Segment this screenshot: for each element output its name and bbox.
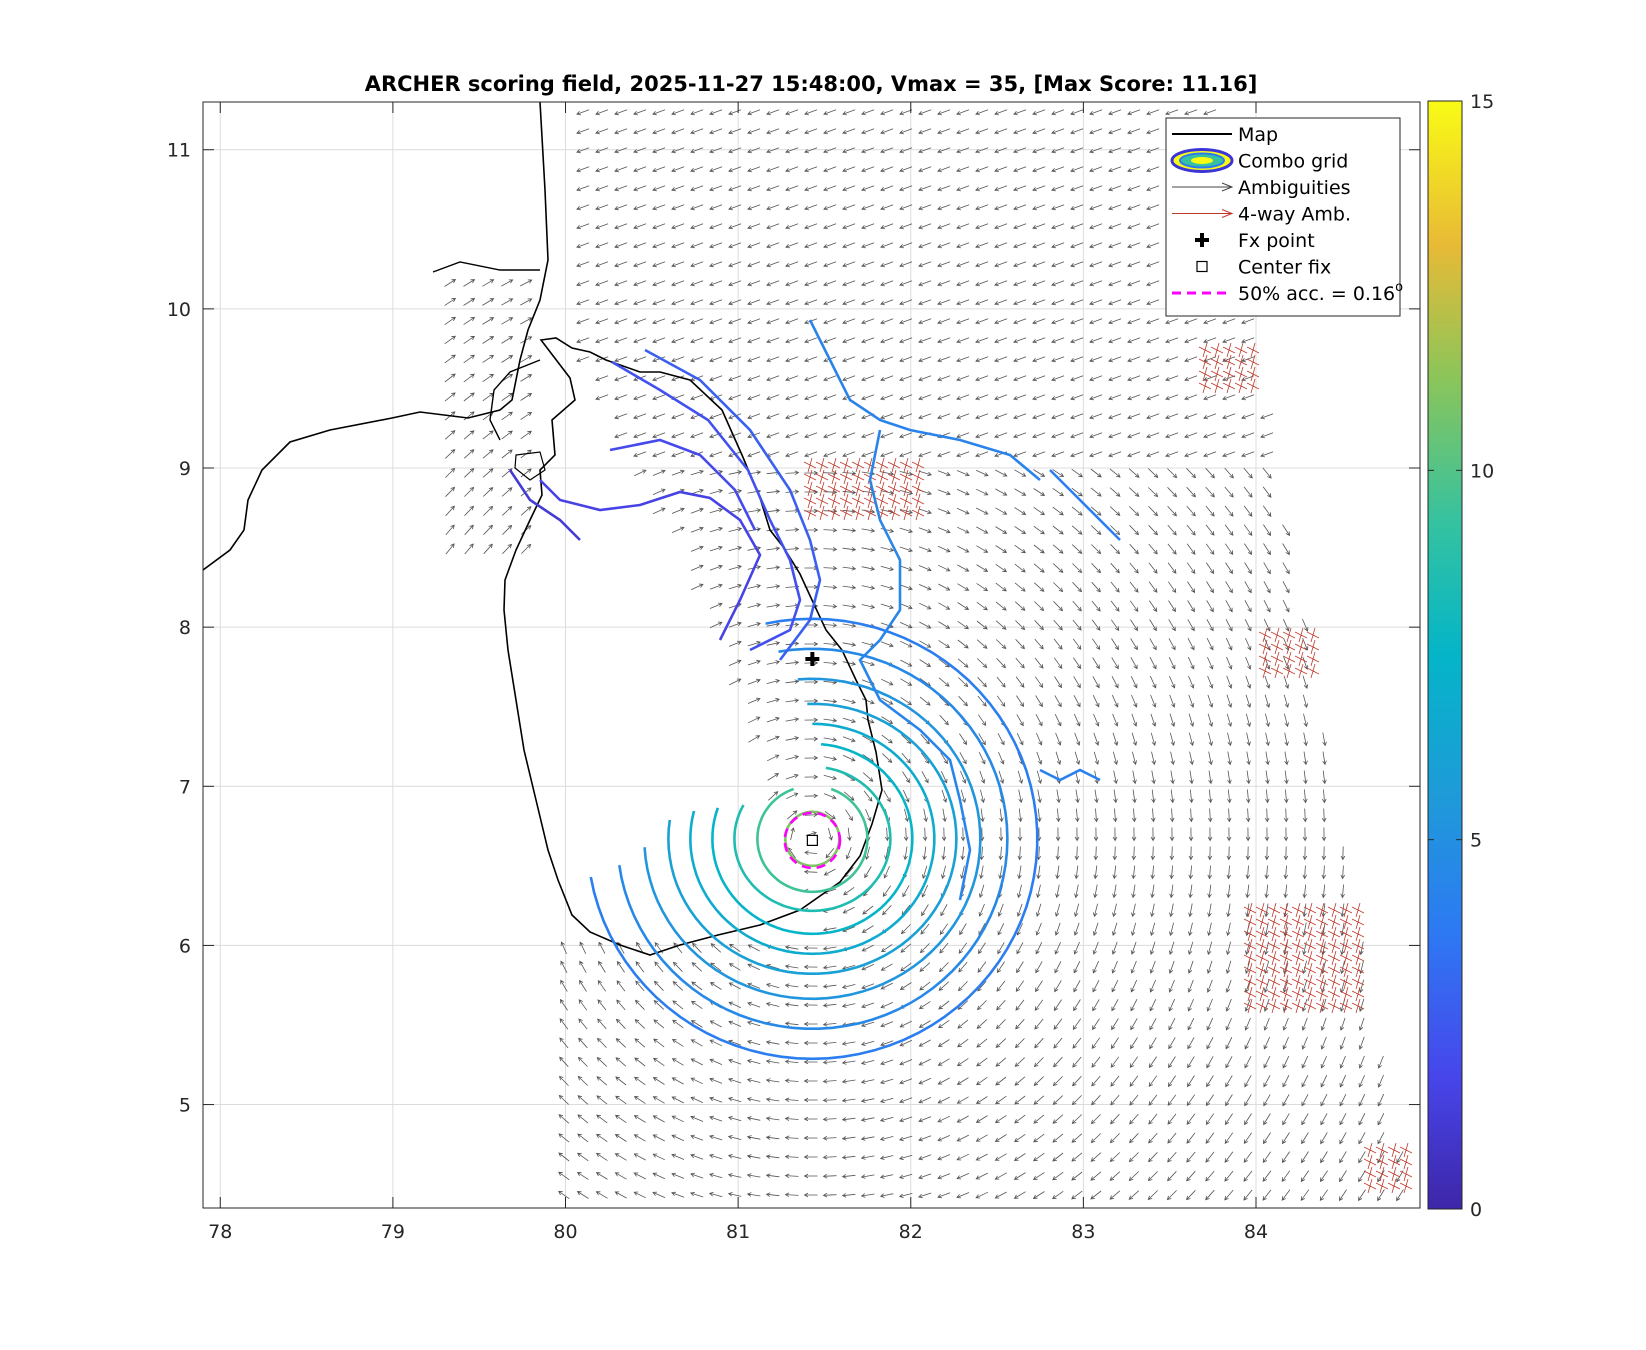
colorbar-gradient [1427,100,1463,1210]
score-contour [711,742,914,936]
colorbar-tick-label: 0 [1470,1199,1482,1221]
x-tick-label: 80 [553,1221,577,1243]
legend-symbol-plus [1195,233,1209,247]
score-contour [1039,768,1101,782]
score-contour [1049,469,1121,541]
y-tick-label: 11 [167,140,191,162]
y-tick-label: 10 [167,299,191,321]
island-outline [514,451,546,481]
fix-markers [783,651,842,870]
legend-label-superscript: o [1395,280,1403,295]
score-contour [508,469,581,541]
score-contour [689,722,936,956]
india-coastline [203,102,549,571]
legend-symbol-ellipse-core [1191,157,1213,164]
score-contour [644,348,822,661]
y-tick-label: 7 [179,776,191,798]
score-contour [858,429,972,901]
score-contour [733,766,892,913]
y-tick-label: 5 [179,1095,191,1117]
coastline-map [203,102,883,956]
legend-label: Ambiguities [1238,177,1351,199]
ambiguity-vectors [444,109,1413,1202]
legend-label: Fx point [1238,230,1315,252]
score-contour [667,702,958,975]
island-outline [432,261,540,273]
legend-symbol-square [1196,260,1208,273]
four-way-ambiguity-arrows [803,342,1413,1194]
ambiguity-arrows [444,109,1404,1202]
colorbar-tick-label: 10 [1470,460,1494,482]
fx-point-marker [805,651,820,666]
sri-lanka-coastline [503,337,883,956]
chart-title: ARCHER scoring field, 2025-11-27 15:48:0… [365,72,1258,96]
legend-symbol-arrow [1172,182,1234,192]
accuracy-circle [783,811,842,870]
score-contour [609,438,757,531]
gulf-coastline [489,359,541,441]
x-tick-label: 84 [1244,1221,1268,1243]
y-tick-label: 9 [179,458,191,480]
score-contour [643,677,982,1001]
score-contour [539,479,762,641]
x-tick-label: 82 [899,1221,923,1243]
plot-frame [202,101,1421,1209]
x-tick-label: 83 [1071,1221,1095,1243]
legend-label: 50% acc. = 0.16o [1238,280,1403,305]
y-tick-label: 6 [179,935,191,957]
y-tick-label: 8 [179,617,191,639]
legend-symbol-arrow [1172,209,1234,218]
x-tick-label: 78 [208,1221,232,1243]
x-tick-label: 79 [381,1221,405,1243]
legend-label: Center fix [1238,257,1331,279]
score-contour [808,319,1041,481]
colorbar-tick-label: 5 [1470,830,1482,852]
score-contour [589,617,1039,1061]
legend: Map Combo grid Ambiguities 4-way Amb. Fx poi… [1165,117,1403,317]
legend-label: 4-way Amb. [1238,204,1351,226]
score-contour [618,647,1009,1030]
x-tick-label: 81 [726,1221,750,1243]
legend-label: Combo grid [1238,151,1348,173]
legend-label: Map [1238,124,1278,146]
score-contour [756,787,869,894]
colorbar-tick-label: 15 [1470,91,1494,113]
center-fix-marker [806,834,818,846]
colorbar: 0 5 10 15 [1427,91,1494,1221]
score-contour [611,360,802,652]
